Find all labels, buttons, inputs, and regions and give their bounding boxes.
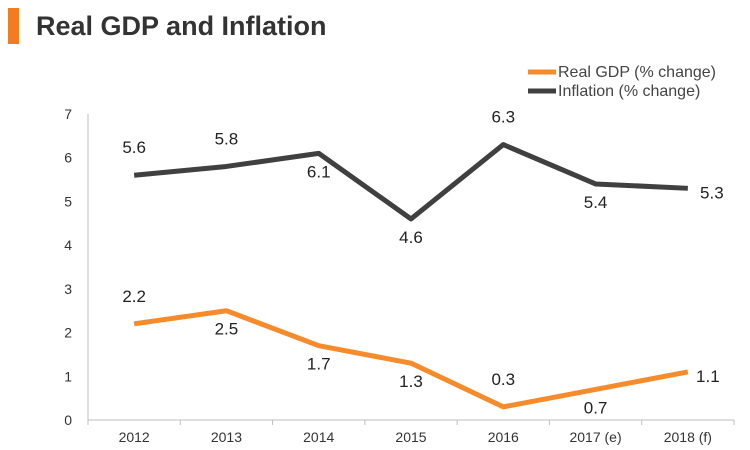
y-tick-label: 1 [64, 368, 72, 384]
x-tick-label: 2014 [303, 429, 334, 445]
legend-label: Real GDP (% change) [558, 64, 716, 81]
inflation-data-label: 5.6 [122, 138, 146, 157]
real-gdp-data-label: 2.2 [122, 287, 146, 306]
inflation-data-label: 6.1 [307, 162, 331, 181]
real-gdp-line [133, 308, 689, 410]
legend: Real GDP (% change) Inflation (% change) [528, 64, 716, 100]
real-gdp-data-label: 0.7 [584, 398, 608, 417]
inflation-data-label: 5.4 [584, 193, 608, 212]
real-gdp-data-label: 0.3 [491, 370, 515, 389]
real-gdp-data-label: 1.3 [399, 372, 423, 391]
x-tick-label: 2016 [488, 429, 519, 445]
real-gdp-data-label: 1.1 [696, 367, 720, 386]
y-tick-label: 7 [64, 106, 72, 122]
x-tick-label: 2013 [211, 429, 242, 445]
page-title: Real GDP and Inflation [36, 11, 327, 41]
y-tick-label: 3 [64, 281, 72, 297]
y-tick-label: 4 [64, 237, 72, 253]
inflation-data-label: 6.3 [491, 108, 515, 127]
series-group [133, 142, 689, 410]
x-tick-label: 2015 [395, 429, 426, 445]
axes: 0 1 2 3 4 5 6 7 2012 2013 2014 2015 2016 2017 (e) 2018… [64, 106, 735, 445]
inflation-line [133, 142, 688, 222]
inflation-data-label: 5.3 [700, 183, 724, 202]
inflation-data-label: 4.6 [399, 228, 423, 247]
y-tick-label: 5 [64, 193, 72, 209]
legend-label: Inflation (% change) [558, 83, 700, 100]
x-tick-label: 2018 (f) [664, 429, 712, 445]
y-tick-label: 2 [64, 325, 72, 341]
data-labels: 2.2 2.5 1.7 1.3 0.3 0.7 1.1 5.6 5.8 6.1 4.6 6.3 5.4 5… [122, 108, 723, 418]
title-accent-bar [8, 8, 19, 44]
x-tick-label: 2012 [119, 429, 150, 445]
y-tick-label: 6 [64, 150, 72, 166]
y-tick-label: 0 [64, 412, 72, 428]
real-gdp-data-label: 1.7 [307, 355, 331, 374]
real-gdp-data-label: 2.5 [215, 320, 239, 339]
x-tick-label: 2017 (e) [569, 429, 621, 445]
inflation-data-label: 5.8 [215, 129, 239, 148]
